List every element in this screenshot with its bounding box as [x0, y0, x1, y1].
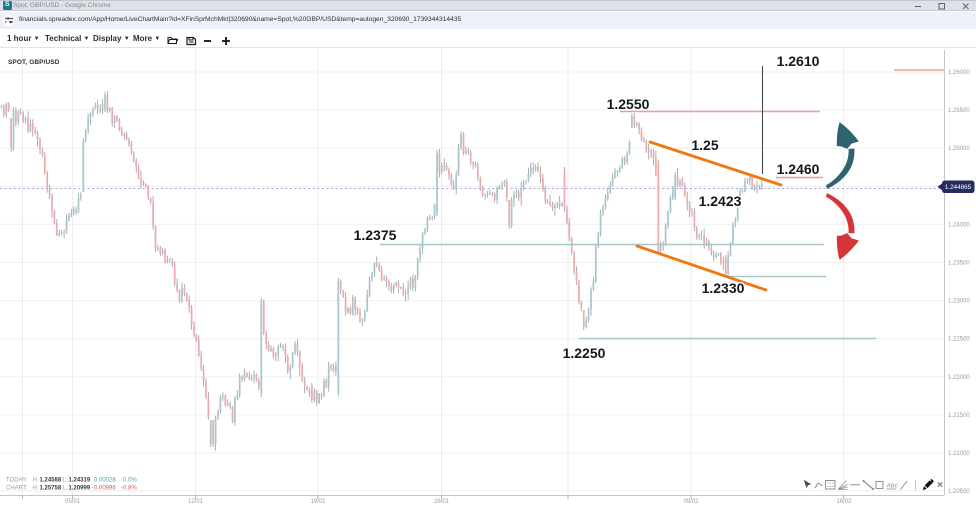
- svg-text:L:: L:: [63, 478, 68, 484]
- svg-text:1.24319: 1.24319: [69, 478, 91, 484]
- svg-text:12/01: 12/01: [188, 499, 204, 505]
- svg-text:1.22500: 1.22500: [948, 337, 970, 343]
- svg-text:1.2460: 1.2460: [777, 161, 820, 177]
- svg-text:1.24588: 1.24588: [40, 478, 62, 484]
- svg-text:1.2423: 1.2423: [699, 193, 742, 209]
- svg-text:1.23500: 1.23500: [948, 261, 970, 267]
- svg-text:1.26000: 1.26000: [948, 70, 970, 76]
- svg-text:09/02: 09/02: [683, 499, 699, 505]
- svg-text:L:: L:: [63, 486, 68, 492]
- svg-text:19/01: 19/01: [310, 499, 326, 505]
- svg-text:1.244865: 1.244865: [945, 184, 972, 191]
- svg-text:1.20500: 1.20500: [948, 489, 970, 495]
- svg-text:1.24000: 1.24000: [948, 222, 970, 228]
- svg-text:1.20999: 1.20999: [69, 486, 91, 492]
- svg-text:1.2610: 1.2610: [777, 53, 820, 69]
- svg-text:H:: H:: [33, 478, 39, 484]
- svg-text:1.2375: 1.2375: [354, 227, 397, 243]
- svg-text:TODAY:: TODAY:: [6, 478, 28, 484]
- svg-text:0.0%: 0.0%: [123, 478, 137, 484]
- svg-text:16/02: 16/02: [836, 499, 852, 505]
- svg-text:1.25000: 1.25000: [948, 146, 970, 152]
- svg-text:1.21500: 1.21500: [948, 413, 970, 419]
- svg-text:0.00028: 0.00028: [94, 478, 116, 484]
- svg-text:1.25758: 1.25758: [40, 486, 62, 492]
- svg-text:CHART:: CHART:: [6, 486, 28, 492]
- svg-text:1.2250: 1.2250: [563, 345, 606, 361]
- svg-text:05/01: 05/01: [65, 499, 81, 505]
- svg-text:1.2330: 1.2330: [702, 280, 745, 296]
- svg-text:Abc: Abc: [886, 483, 899, 490]
- svg-text:1.25500: 1.25500: [948, 108, 970, 114]
- svg-text:1.22000: 1.22000: [948, 375, 970, 381]
- svg-text:1.25: 1.25: [691, 137, 718, 153]
- svg-text:1.21000: 1.21000: [948, 451, 970, 457]
- svg-text:1.23000: 1.23000: [948, 299, 970, 305]
- svg-text:H:: H:: [33, 486, 39, 492]
- svg-text:-0.00996: -0.00996: [92, 486, 116, 492]
- svg-text:26/01: 26/01: [434, 499, 450, 505]
- svg-text:SPOT, GBP/USD: SPOT, GBP/USD: [8, 59, 60, 66]
- svg-text:-0.8%: -0.8%: [121, 486, 137, 492]
- svg-text:1.2550: 1.2550: [607, 96, 650, 112]
